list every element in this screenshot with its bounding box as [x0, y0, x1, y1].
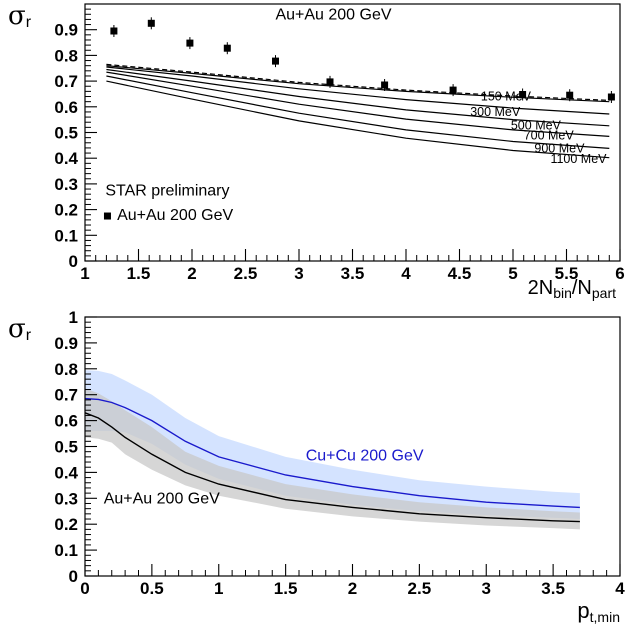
series-annotation: Au+Au 200 GeV: [104, 490, 220, 507]
y-tick-label: 0.9: [54, 334, 78, 353]
x-tick-label: 4.5: [448, 264, 472, 283]
x-tick-label: 0.5: [140, 579, 164, 598]
y-tick-label: 1: [69, 308, 78, 327]
series-line-5: [106, 71, 610, 137]
y-tick-label: 0.1: [54, 226, 78, 245]
y-tick-label: 0.6: [54, 412, 78, 431]
series-line-3: [106, 66, 610, 115]
y-axis-title-sub: r: [26, 327, 32, 344]
legend-entry: Au+Au 200 GeV: [117, 207, 233, 224]
curve-label: 500 MeV: [511, 118, 562, 132]
x-tick-label: 1: [214, 579, 223, 598]
y-axis-title-main: σ: [8, 314, 26, 344]
x-tick-label: 2.5: [234, 264, 258, 283]
curve-label: 150 MeV: [481, 89, 532, 103]
y-tick-label: 0.7: [54, 72, 78, 91]
x-tick-label: 4: [401, 264, 411, 283]
series-annotation: Cu+Cu 200 GeV: [306, 448, 424, 465]
y-axis-title: σr: [8, 1, 32, 31]
series-line-4: [106, 68, 610, 127]
y-axis-title-main: σ: [8, 1, 26, 31]
panel-title: Au+Au 200 GeV: [275, 6, 391, 23]
x-axis-title-sub: t,min: [590, 609, 620, 625]
legend-header: STAR preliminary: [105, 182, 229, 199]
curve-label: 700 MeV: [524, 129, 575, 143]
series-line-6: [106, 75, 610, 149]
y-tick-label: 0.9: [54, 21, 78, 40]
curve-label: 300 MeV: [470, 105, 521, 119]
y-tick-label: 0.6: [54, 98, 78, 117]
x-tick-label: 3: [482, 579, 491, 598]
series-line-1: [84, 412, 580, 523]
x-tick-label: 3: [294, 264, 303, 283]
x-axis-title-part: 2N: [528, 277, 554, 299]
x-tick-label: 5.5: [555, 264, 579, 283]
x-tick-label: 1.5: [274, 579, 298, 598]
bottom-panel-chart: 0 0.5 1 1.5 2 2.5 3 3.5 400.10.20.30.40.50.60.70…: [8, 308, 625, 625]
y-tick-label: 0.5: [54, 124, 78, 143]
y-tick-label: 0.8: [54, 360, 78, 379]
x-tick-label: 5: [508, 264, 517, 283]
y-tick-label: 0.3: [54, 489, 78, 508]
x-tick-label: 2.5: [408, 579, 432, 598]
x-axis-title-part: p: [577, 598, 589, 623]
y-tick-label: 0.2: [54, 201, 78, 220]
x-tick-label: 4: [615, 579, 625, 598]
y-tick-label: 0.8: [54, 46, 78, 65]
y-tick-label: 0.3: [54, 175, 78, 194]
curve-label: 1100 MeV: [550, 152, 607, 166]
y-tick-label: 0: [69, 252, 78, 271]
x-tick-label: 3.5: [541, 579, 565, 598]
x-axis-title-part: /N: [572, 277, 592, 299]
x-axis-title: pt,min: [577, 598, 620, 625]
series-line-2: [106, 65, 610, 103]
x-tick-label: 2: [348, 579, 357, 598]
y-axis-title-sub: r: [26, 14, 32, 31]
series-line-0: [84, 397, 580, 509]
x-axis-title: 2Nbin/Npart: [528, 277, 617, 301]
x-tick-label: 0: [80, 579, 89, 598]
y-tick-label: 0.7: [54, 386, 78, 405]
y-axis-title: σr: [8, 314, 32, 344]
x-tick-label: 3.5: [341, 264, 365, 283]
x-axis-title-sub: bin: [553, 285, 572, 301]
curve-label: 900 MeV: [534, 142, 585, 156]
series-line-7: [106, 80, 610, 159]
x-axis-title-sub: part: [592, 285, 616, 301]
x-tick-label: 2: [187, 264, 196, 283]
y-tick-label: 0.2: [54, 515, 78, 534]
y-tick-label: 0.1: [54, 541, 78, 560]
x-tick-label: 6: [615, 264, 624, 283]
y-tick-label: 0: [69, 567, 78, 586]
uncertainty-band-1: [85, 388, 580, 530]
y-tick-label: 0.4: [54, 149, 78, 168]
top-panel-chart: 1 1.5 2 2.5 3 3.5 4 4.5 5 5.5 6 0 0.1 0.2 0.3 0.4 0.5 0.6…: [8, 1, 625, 301]
x-tick-label: 1.5: [127, 264, 151, 283]
x-tick-label: 1: [80, 264, 89, 283]
y-tick-label: 0.5: [54, 438, 78, 457]
legend-marker: [103, 212, 111, 220]
y-tick-label: 0.4: [54, 463, 78, 482]
